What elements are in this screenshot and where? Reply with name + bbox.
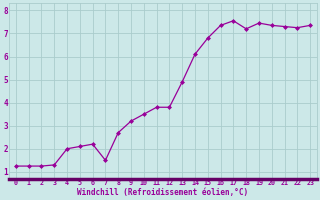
X-axis label: Windchill (Refroidissement éolien,°C): Windchill (Refroidissement éolien,°C) (77, 188, 249, 197)
